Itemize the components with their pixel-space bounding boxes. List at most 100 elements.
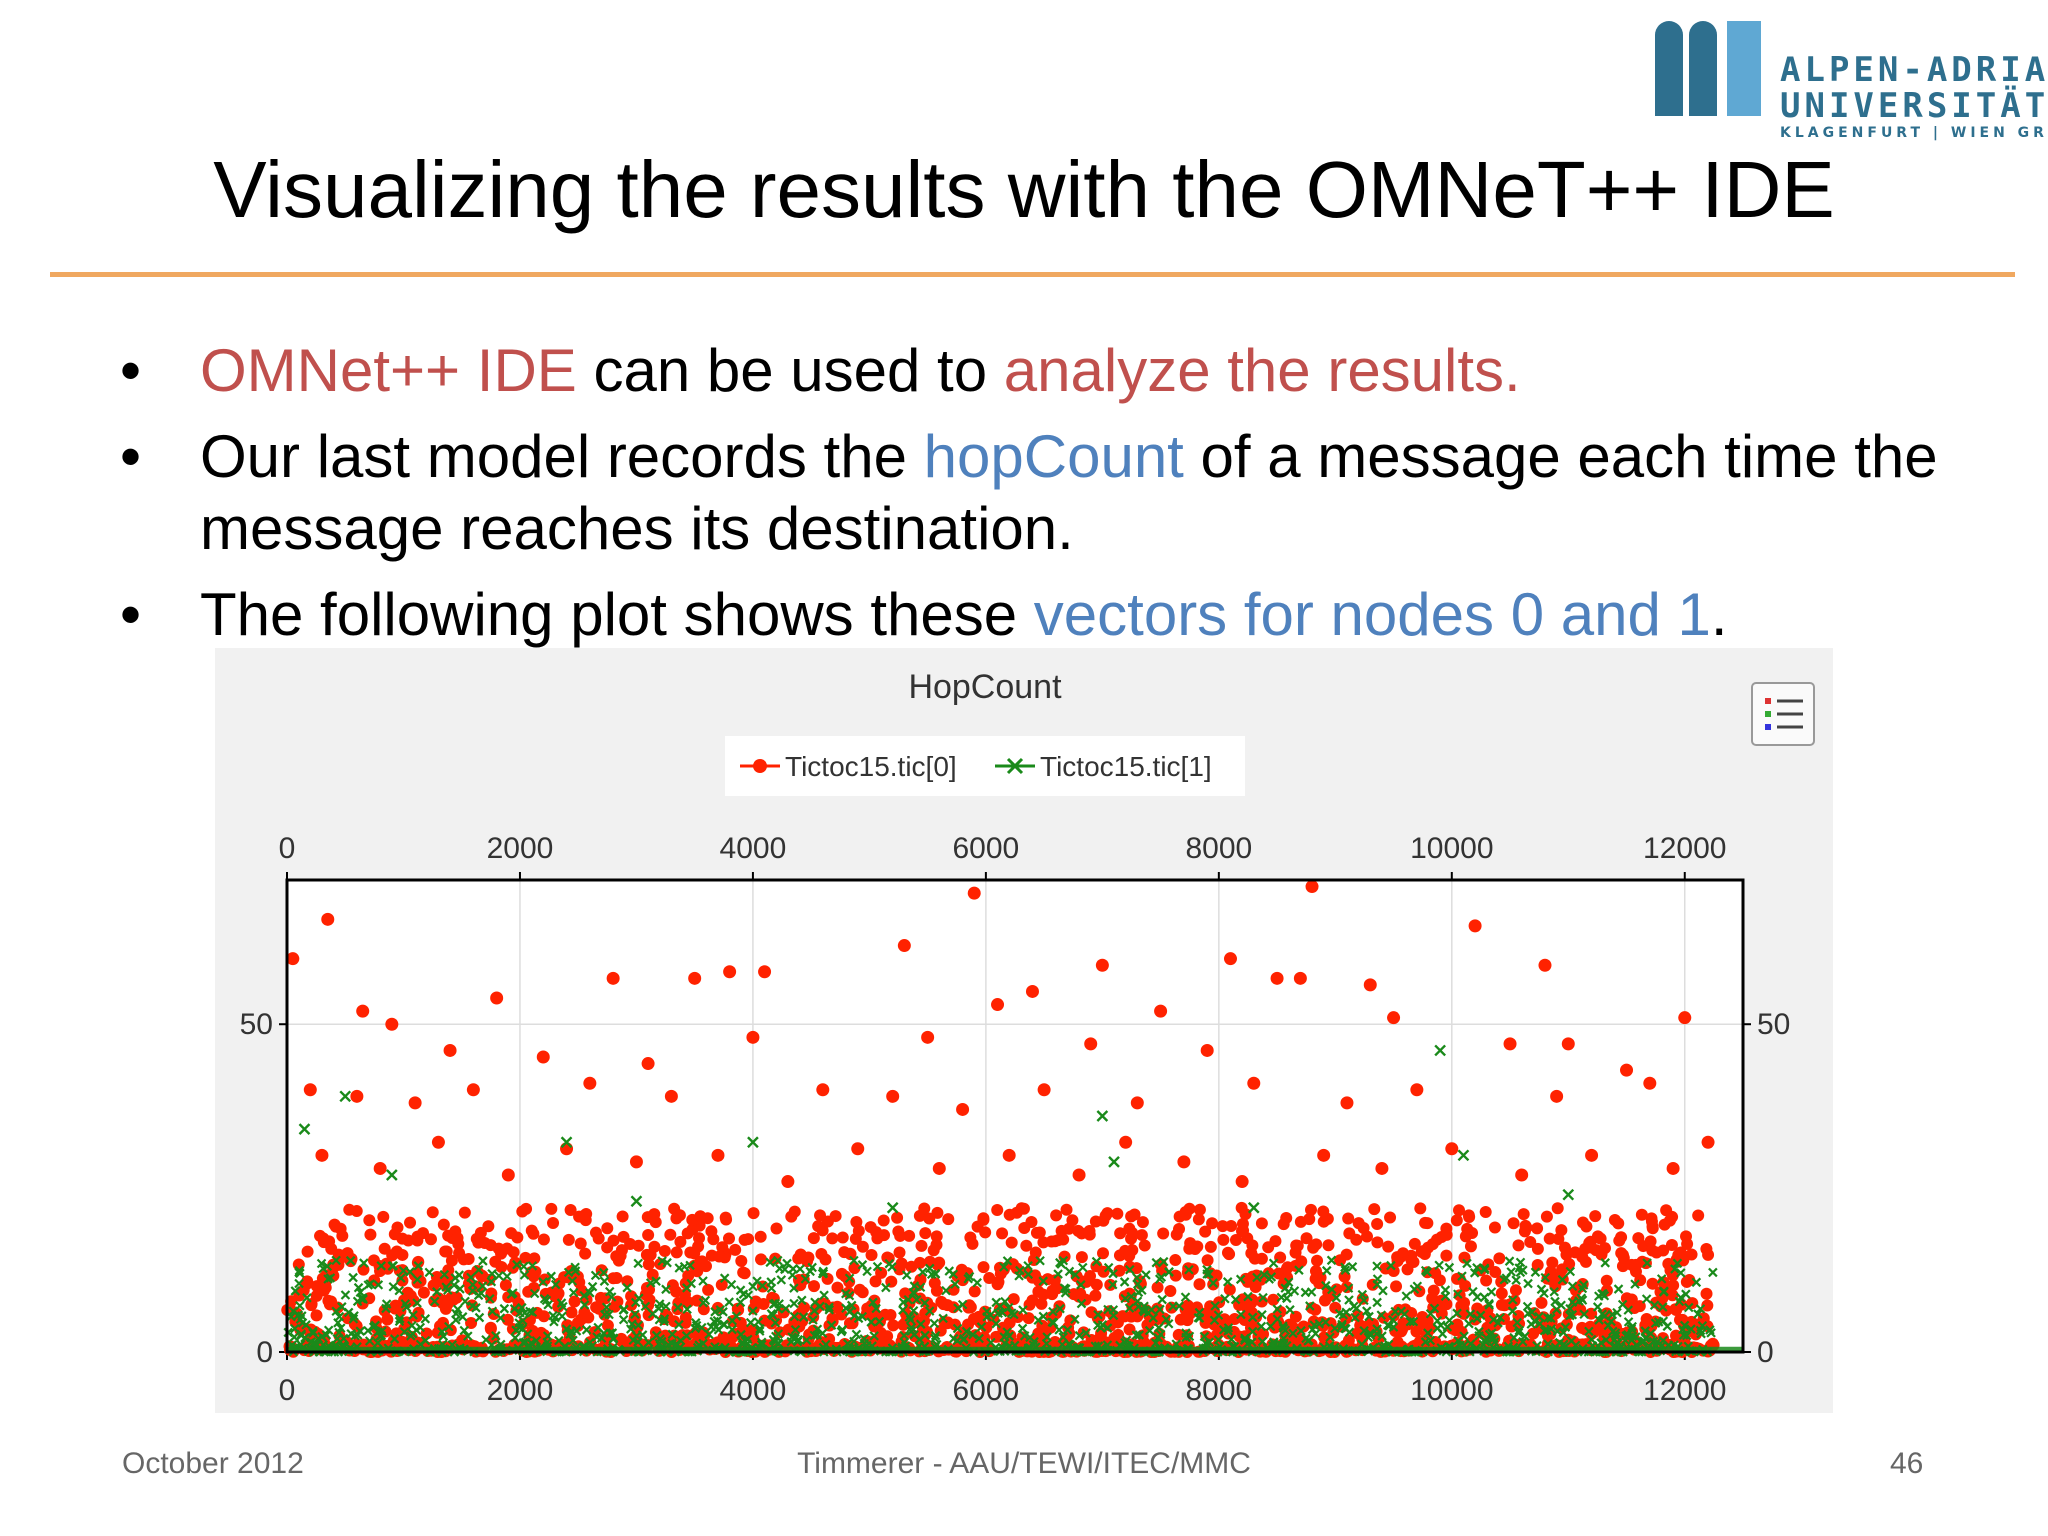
series-0-point xyxy=(1635,1208,1648,1221)
series-1-point xyxy=(780,1303,791,1314)
series-1-point xyxy=(1518,1336,1528,1347)
series-0-point xyxy=(757,1297,770,1310)
series-1-point xyxy=(463,1331,473,1341)
series-1-point xyxy=(348,1272,358,1283)
series-0-point xyxy=(1503,1037,1517,1051)
series-0-point xyxy=(829,1210,842,1223)
series-0-point xyxy=(1018,1221,1031,1234)
series-0-point xyxy=(1192,1213,1205,1226)
series-1-point xyxy=(1347,1262,1358,1272)
series-1-point xyxy=(1184,1264,1194,1275)
series-0-point xyxy=(629,1155,643,1169)
series-0-point xyxy=(979,1226,992,1239)
series-1-point xyxy=(295,1300,305,1311)
series-1-point xyxy=(1208,1278,1218,1288)
series-1-point xyxy=(1056,1259,1067,1269)
series-1-point xyxy=(1527,1307,1537,1317)
series-0-point xyxy=(642,1299,655,1312)
series-1-point xyxy=(1550,1296,1560,1307)
series-1-point xyxy=(903,1294,914,1305)
series-1-point xyxy=(1146,1305,1157,1315)
series-0-point xyxy=(870,1226,883,1239)
series-1-point xyxy=(289,1332,300,1342)
series-1-point xyxy=(364,1336,375,1346)
footer-date: October 2012 xyxy=(122,1447,304,1480)
series-1-point xyxy=(1376,1310,1387,1320)
series-0-point xyxy=(702,1283,715,1296)
series-0-point xyxy=(1060,1203,1073,1216)
series-0-point xyxy=(462,1253,475,1266)
series-1-point xyxy=(531,1335,542,1346)
series-1-point xyxy=(1003,1302,1014,1313)
series-1-point xyxy=(1247,1337,1257,1347)
series-1-point xyxy=(1174,1301,1185,1311)
series-1-point xyxy=(546,1271,556,1282)
title-divider xyxy=(50,272,2015,277)
series-0-point xyxy=(1037,1083,1051,1097)
series-1-point xyxy=(726,1279,737,1290)
series-0-point xyxy=(1289,1246,1302,1259)
series-1-point xyxy=(1670,1264,1680,1274)
series-1-point xyxy=(1578,1280,1589,1290)
series-1-point xyxy=(1272,1304,1283,1314)
series-1-point xyxy=(1017,1323,1028,1334)
series-1-point xyxy=(408,1310,418,1320)
series-0-point xyxy=(1495,1287,1508,1300)
series-0-point xyxy=(848,1262,861,1275)
series-0-point xyxy=(1084,1037,1098,1051)
series-1-point xyxy=(735,1285,746,1295)
series-1-point xyxy=(976,1322,987,1332)
series-1-point xyxy=(565,1329,575,1339)
series-1-point xyxy=(836,1326,847,1337)
series-1-point xyxy=(579,1300,590,1310)
series-1-point xyxy=(898,1305,908,1315)
series-0-point xyxy=(501,1168,515,1182)
series-0-point xyxy=(977,1213,990,1226)
legend-toggle-button[interactable] xyxy=(1751,682,1815,746)
series-0-point xyxy=(1509,1284,1522,1297)
series-0-point xyxy=(1025,984,1039,998)
series-0-point xyxy=(1352,1217,1365,1230)
series-0-point xyxy=(1608,1213,1621,1226)
series-0-point xyxy=(1670,1303,1683,1316)
series-0-point xyxy=(396,1232,409,1245)
series-1-point xyxy=(1640,1326,1651,1336)
series-1-point xyxy=(1283,1277,1294,1287)
series-1-point xyxy=(527,1307,538,1318)
bullet-icon: • xyxy=(120,337,142,404)
series-1-point xyxy=(1681,1330,1692,1341)
series-0-point xyxy=(1116,1310,1129,1323)
series-1-point xyxy=(1362,1306,1372,1316)
series-1-point xyxy=(899,1337,910,1348)
series-1-point xyxy=(339,1090,352,1103)
series-1-point xyxy=(1507,1295,1518,1305)
series-0-point xyxy=(823,1319,836,1332)
series-1-point xyxy=(398,1265,409,1276)
series-0-point xyxy=(404,1216,417,1229)
series-0-point xyxy=(601,1241,614,1254)
series-0-point xyxy=(674,1235,687,1248)
series-1-point xyxy=(659,1314,670,1324)
series-0-point xyxy=(1585,1148,1599,1162)
series-1-point xyxy=(1076,1280,1086,1290)
y-tick-label-right: 50 xyxy=(1757,1008,1790,1041)
series-1-point xyxy=(1512,1317,1523,1328)
series-1-point xyxy=(604,1309,614,1320)
legend-label-series-0: Tictoc15.tic[0] xyxy=(785,751,957,782)
series-1-point xyxy=(1536,1284,1547,1295)
series-0-point xyxy=(1391,1255,1404,1268)
series-1-point xyxy=(317,1331,327,1342)
series-1-point xyxy=(1236,1309,1246,1320)
series-1-point xyxy=(1678,1330,1689,1340)
series-1-point xyxy=(627,1319,637,1329)
series-0-point xyxy=(1616,1248,1629,1261)
series-1-point xyxy=(1617,1299,1628,1310)
series-1-point xyxy=(1305,1301,1315,1311)
series-0-point xyxy=(1033,1226,1046,1239)
series-1-point xyxy=(1506,1267,1516,1277)
series-1-point xyxy=(1164,1267,1174,1277)
series-0-point xyxy=(1390,1280,1403,1293)
series-0-point xyxy=(918,1202,931,1215)
series-1-point xyxy=(1511,1275,1521,1285)
series-1-point xyxy=(1676,1268,1686,1278)
